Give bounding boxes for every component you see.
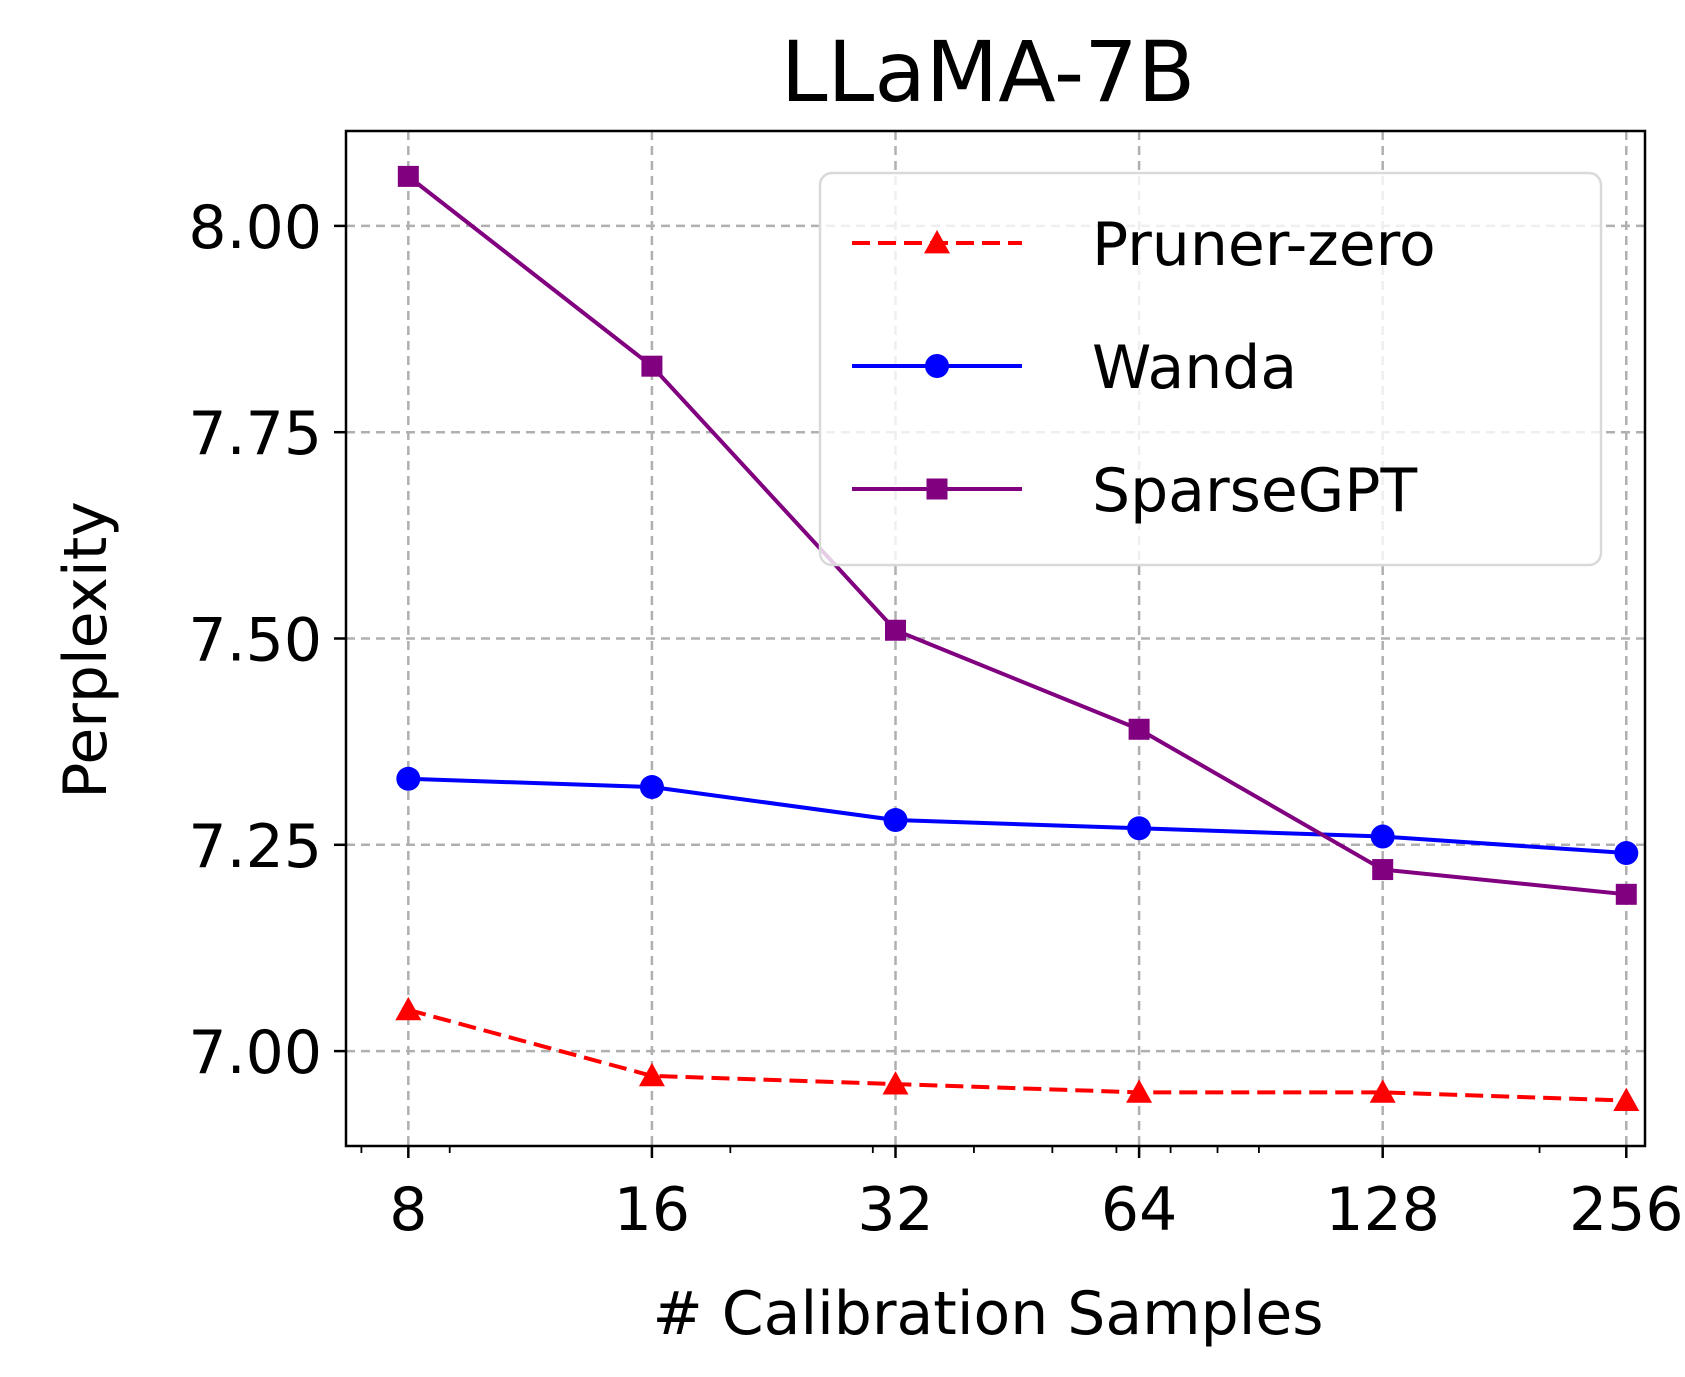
chart-title: LLaMA-7B [781, 23, 1196, 121]
series-sparsegpt [397, 165, 1637, 905]
legend-label-pruner-zero: Pruner-zero [1092, 210, 1436, 280]
x-tick-label: 8 [389, 1175, 427, 1245]
sparsegpt-point [885, 619, 907, 641]
x-tick-label: 128 [1325, 1175, 1440, 1245]
wanda-point [396, 766, 421, 791]
pruner-zero-line [407, 1007, 1627, 1103]
y-tick-label: 7.00 [188, 1018, 322, 1088]
wanda-point [639, 775, 664, 800]
legend-box [818, 171, 1603, 567]
wanda-point [883, 808, 908, 833]
y-tick-label: 8.00 [188, 193, 322, 263]
sparsegpt-line [407, 174, 1627, 897]
legend-label-wanda: Wanda [1092, 333, 1297, 403]
axis-ticks: 8 16 32 64 128 256 7.00 7.25 7.50 7.75 8.00 [188, 193, 1683, 1245]
x-tick-label: 32 [857, 1175, 933, 1245]
y-tick-label: 7.25 [188, 812, 322, 882]
x-tick-label: 256 [1569, 1175, 1684, 1245]
wanda-point [1370, 824, 1395, 849]
series-pruner-zero [395, 996, 1640, 1112]
y-tick-label: 7.50 [188, 606, 322, 676]
wanda-line [408, 776, 1627, 856]
wanda-point [1614, 841, 1639, 866]
legend-label-sparsegpt: SparseGPT [1092, 456, 1417, 526]
x-tick-label: 16 [614, 1175, 690, 1245]
x-tick-label: 64 [1101, 1175, 1177, 1245]
y-axis-label: Perplexity [51, 501, 121, 798]
x-axis-label: # Calibration Samples [652, 1279, 1323, 1349]
pruner-zero-point [882, 1071, 909, 1095]
sparsegpt-point [1615, 883, 1637, 905]
pruner-zero-point [638, 1062, 665, 1087]
legend-marker-wanda [925, 354, 949, 378]
pruner-zero-point [1613, 1087, 1640, 1112]
series-layer [395, 165, 1640, 1112]
sparsegpt-point [397, 165, 419, 187]
wanda-point [1127, 816, 1152, 841]
sparsegpt-point [1128, 718, 1150, 740]
pruner-zero-point [1369, 1079, 1396, 1103]
legend: Pruner-zero Wanda SparseGPT [818, 171, 1603, 567]
pruner-zero-point [395, 996, 422, 1021]
sparsegpt-point [641, 355, 663, 377]
legend-marker-pruner-zero [924, 230, 950, 254]
y-tick-label: 7.75 [188, 399, 322, 469]
series-wanda [396, 766, 1639, 866]
sparsegpt-point [1372, 859, 1394, 881]
legend-marker-sparsegpt [926, 478, 948, 500]
pruner-zero-point [1126, 1079, 1153, 1103]
